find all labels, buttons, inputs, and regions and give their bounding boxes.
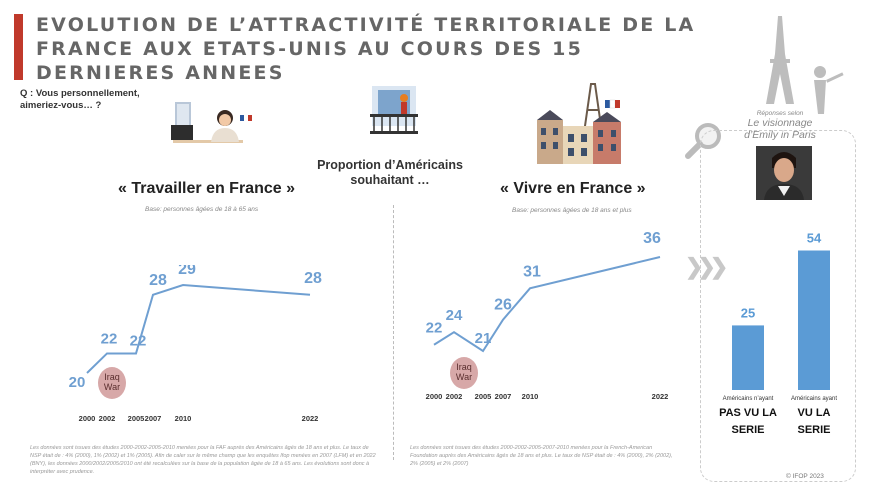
bar-value-label: 54 — [807, 231, 822, 246]
chart1-value-label: 29 — [178, 265, 196, 278]
chart1-x-tick-label: 2000 — [79, 414, 96, 423]
chart1-series-line — [86, 283, 311, 374]
chart1-annotation-word: War — [104, 382, 120, 392]
worker-illustration — [171, 102, 252, 143]
balcony-illustration — [370, 86, 418, 134]
chart1-value-label: 28 — [149, 272, 167, 289]
chart2-x-tick-label: 2010 — [522, 392, 539, 401]
bar-category-small-label: Américains n’ayant — [723, 396, 774, 402]
section-divider — [393, 205, 394, 460]
chart1-x-tick-label: 2007 — [145, 414, 162, 423]
bar-category-big-label: SERIE — [731, 424, 764, 436]
chart2-series-line — [433, 256, 661, 353]
chart1-x-tick-label: 2022 — [302, 414, 319, 423]
chart2-x-tick-label: 2000 — [426, 392, 443, 401]
chart1-value-label: 28 — [304, 270, 322, 287]
chart2-value-label: 26 — [494, 297, 512, 314]
chart2-base-note: Base: personnes âgées de 18 ans et plus — [512, 207, 632, 214]
chart1-x-tick-label: 2005 — [128, 414, 145, 423]
chart2-iraq-war-marker — [450, 357, 478, 389]
chart2-title: « Vivre en France » — [500, 180, 646, 197]
chart1-value-label: 20 — [69, 374, 86, 391]
chart2-annotation-word: War — [456, 372, 472, 382]
chevrons-right-icon: ❯❯❯ — [685, 254, 728, 279]
survey-question: Q : Vous personnellement, aimeriez-vous…… — [20, 88, 140, 111]
emily-label: Réponses selon Le visionnage d’Emily in … — [730, 110, 830, 141]
bar-category-small-label: Américains ayant — [791, 396, 837, 402]
bar-seen — [798, 250, 830, 390]
actor-portrait — [756, 146, 812, 200]
chart1-x-tick-label: 2010 — [175, 414, 192, 423]
chart-emily-bars: 25 Américains n’ayant PAS VU LA SERIE 54 Amér… — [719, 231, 837, 437]
chart2-x-tick-label: 2022 — [652, 392, 669, 401]
chart2-value-label: 31 — [523, 263, 541, 280]
chart2-value-label: 36 — [643, 230, 661, 247]
bar-category-big-label: PAS VU LA — [719, 407, 777, 419]
chart1-x-tick-label: 2002 — [99, 414, 116, 423]
chart1-base-note: Base: personnes âgées de 18 à 65 ans — [145, 206, 259, 213]
bar-not-seen — [732, 325, 764, 390]
chart2-x-tick-label: 2002 — [446, 392, 463, 401]
center-label: Proportion d’Américains souhaitant … — [317, 158, 463, 187]
chart1-title: « Travailler en France » — [118, 180, 295, 197]
emily-panel — [700, 130, 856, 482]
chart2-footnote: Les données sont issues des études 2000-… — [410, 445, 673, 467]
chart2-value-label: 22 — [426, 320, 443, 337]
paris-illustration — [537, 83, 621, 164]
chart1-iraq-war-marker — [98, 367, 126, 399]
copyright: © IFOP 2023 — [786, 473, 824, 480]
chart2-annotation-word: Iraq — [456, 362, 472, 372]
chart1-annotation-word: Iraq — [104, 372, 120, 382]
bar-category-big-label: VU LA — [798, 407, 831, 419]
bar-category-big-label: SERIE — [797, 424, 830, 436]
chart2-value-label: 24 — [446, 307, 463, 324]
title-accent-bar — [14, 14, 23, 80]
eiffel-tower-logo — [766, 16, 844, 114]
chart2-x-tick-label: 2007 — [495, 392, 512, 401]
bar-value-label: 25 — [741, 305, 755, 320]
chart2-value-label: 21 — [475, 330, 492, 347]
chart1-value-label: 22 — [101, 330, 118, 347]
chart2-x-tick-label: 2005 — [475, 392, 492, 401]
emily-label-big: Le visionnage d’Emily in Paris — [744, 117, 816, 141]
chart1-footnote: Les données sont issues des études 2000-… — [30, 445, 376, 475]
page-title: EVOLUTION DE L’ATTRACTIVITÉ TERRITORIALE… — [36, 14, 696, 84]
chart1-value-label: 22 — [130, 332, 147, 349]
emily-label-small: Réponses selon — [756, 110, 804, 117]
